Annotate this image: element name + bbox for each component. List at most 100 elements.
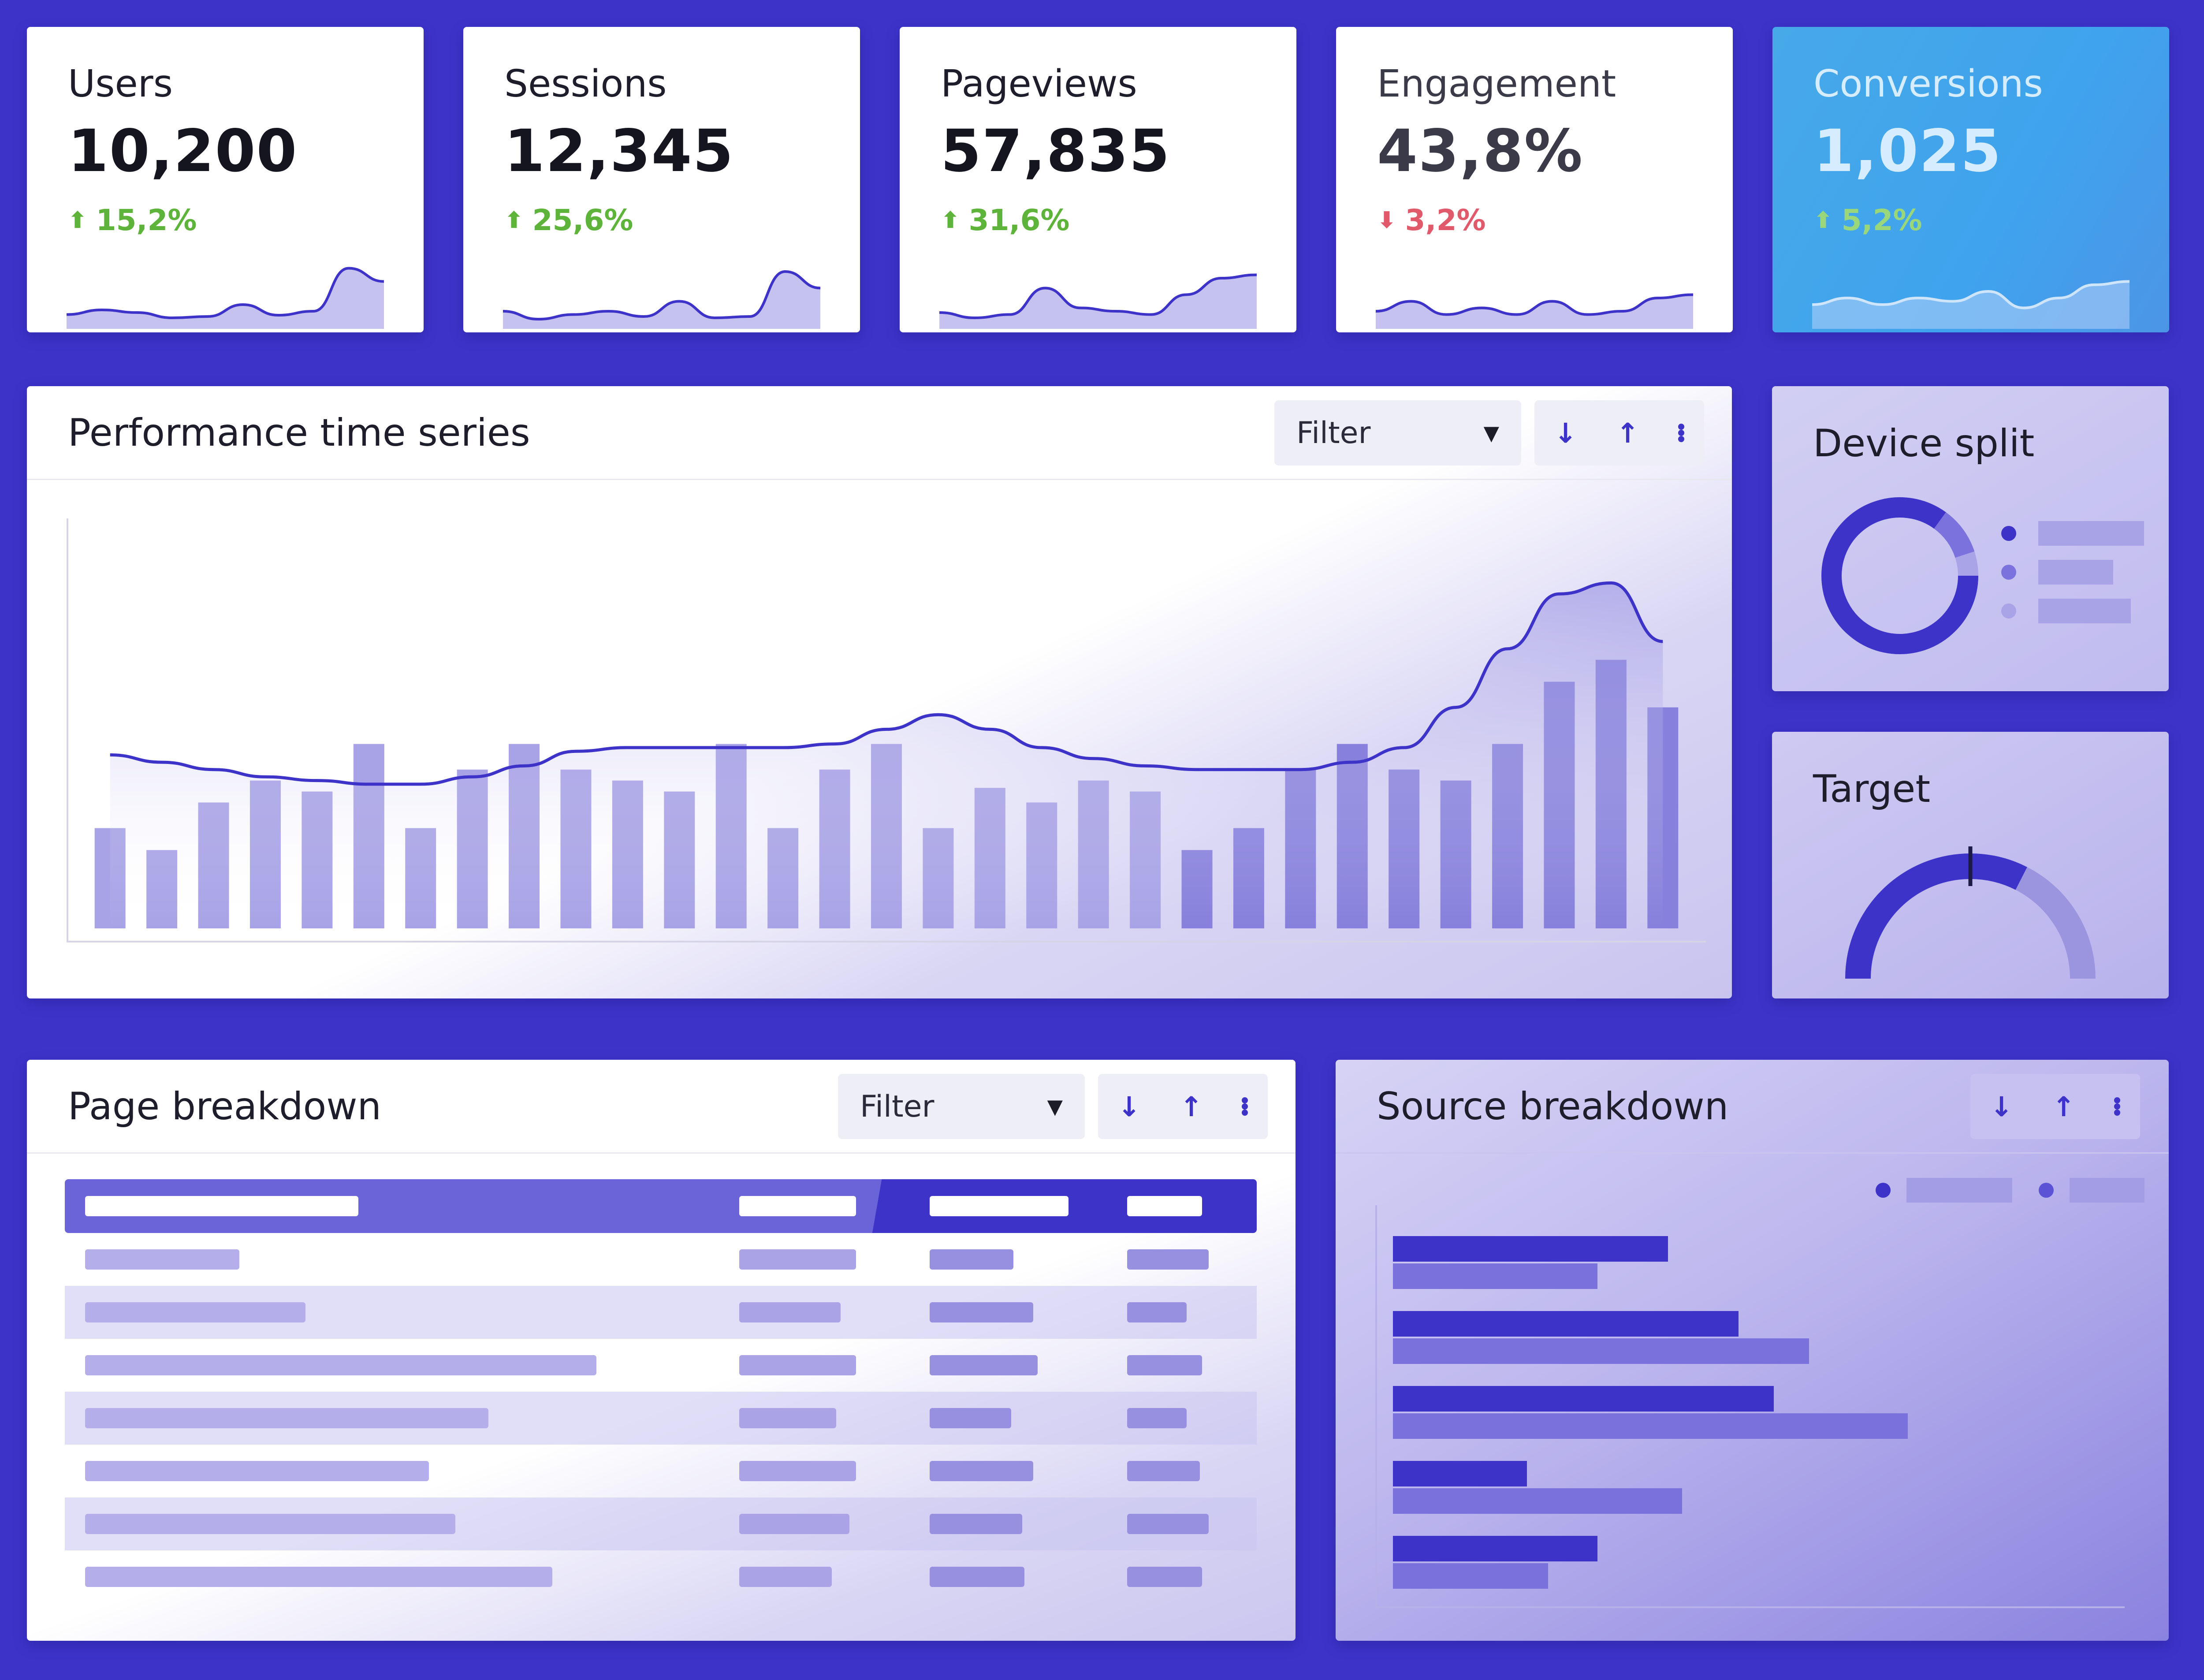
caret-down-icon: ▼ xyxy=(1047,1095,1063,1118)
legend-placeholder xyxy=(2038,560,2113,585)
kpi-sparkline xyxy=(1376,293,1693,329)
performance-chart xyxy=(67,518,1706,942)
legend-dot xyxy=(2001,526,2016,541)
table-cell-placeholder xyxy=(739,1302,841,1322)
kpi-card-users: Users 10,200 ⬆ 15,2% xyxy=(27,27,424,332)
page-breakdown-divider xyxy=(27,1152,1296,1154)
table-row[interactable] xyxy=(65,1392,1257,1445)
sparkline-line xyxy=(939,273,1257,320)
source-bar-primary xyxy=(1393,1461,1527,1486)
kpi-delta: ⬆ 15,2% xyxy=(68,203,197,237)
table-header-placeholder xyxy=(739,1196,856,1216)
kpi-sparkline xyxy=(939,273,1257,329)
performance-area xyxy=(110,583,1663,928)
donut-slice xyxy=(1821,497,1978,654)
legend-dot xyxy=(2001,565,2016,580)
kpi-label: Pageviews xyxy=(941,62,1137,106)
source-bar-primary xyxy=(1393,1386,1774,1412)
table-cell-placeholder xyxy=(930,1514,1022,1534)
kpi-label: Conversions xyxy=(1813,62,2043,106)
kpi-delta-value: 5,2% xyxy=(1841,203,1922,237)
source-breakdown-divider xyxy=(1336,1152,2169,1154)
legend-item xyxy=(2001,514,2144,553)
table-row[interactable] xyxy=(65,1339,1257,1392)
kpi-label: Engagement xyxy=(1377,62,1616,106)
table-cell-placeholder xyxy=(1127,1302,1187,1322)
performance-filter-select[interactable]: Filter ▼ xyxy=(1274,400,1521,466)
table-cell-placeholder xyxy=(1127,1461,1200,1481)
performance-line xyxy=(110,581,1663,786)
device-split-title: Device split xyxy=(1813,421,2035,466)
source-bar-primary xyxy=(1393,1236,1668,1262)
arrow-up-icon[interactable]: ↑ xyxy=(2052,1090,2075,1123)
kpi-value: 10,200 xyxy=(68,117,298,185)
arrow-down-icon[interactable]: ↓ xyxy=(1554,417,1577,449)
sparkline-area xyxy=(1812,281,2130,329)
table-cell-placeholder xyxy=(930,1567,1024,1587)
source-bar-secondary xyxy=(1393,1488,1682,1514)
table-row[interactable] xyxy=(65,1286,1257,1339)
kpi-value: 57,835 xyxy=(941,117,1171,185)
source-bar-secondary xyxy=(1393,1263,1597,1289)
more-vertical-icon[interactable] xyxy=(1242,1097,1248,1116)
table-row[interactable] xyxy=(65,1233,1257,1286)
source-bar-secondary xyxy=(1393,1563,1548,1589)
table-cell-placeholder xyxy=(1127,1408,1187,1428)
source-breakdown-controls: ↓ ↑ xyxy=(1970,1074,2140,1139)
kpi-card-sessions: Sessions 12,345 ⬆ 25,6% xyxy=(463,27,860,332)
table-cell-placeholder xyxy=(1127,1355,1202,1375)
table-cell-placeholder xyxy=(85,1567,552,1587)
more-vertical-icon[interactable] xyxy=(1678,424,1685,442)
table-cell-placeholder xyxy=(930,1302,1033,1322)
kpi-value: 1,025 xyxy=(1813,117,2002,185)
more-vertical-icon[interactable] xyxy=(2114,1097,2121,1116)
table-cell-placeholder xyxy=(930,1461,1033,1481)
caret-down-icon: ▼ xyxy=(1483,421,1499,445)
legend-item xyxy=(2001,592,2144,630)
kpi-delta: ⬆ 31,6% xyxy=(941,203,1070,237)
arrow-down-icon[interactable]: ↓ xyxy=(1990,1090,2013,1123)
legend-placeholder xyxy=(2070,1178,2144,1203)
arrow-up-icon[interactable]: ↑ xyxy=(1180,1090,1203,1123)
table-cell-placeholder xyxy=(739,1461,856,1481)
sparkline-line xyxy=(67,267,384,320)
performance-divider xyxy=(27,479,1732,480)
table-header-placeholder xyxy=(85,1196,358,1216)
gauge-value-arc xyxy=(1845,853,2027,979)
kpi-delta: ⬆ 5,2% xyxy=(1813,203,1922,237)
donut-slice xyxy=(1955,551,1978,576)
performance-title: Performance time series xyxy=(68,411,530,455)
arrow-down-icon[interactable]: ↓ xyxy=(1117,1090,1141,1123)
kpi-delta: ⬇ 3,2% xyxy=(1377,203,1486,237)
table-cell-placeholder xyxy=(1127,1249,1209,1270)
table-cell-placeholder xyxy=(739,1408,836,1428)
performance-controls: ↓ ↑ xyxy=(1534,400,1704,466)
kpi-delta: ⬆ 25,6% xyxy=(504,203,633,237)
kpi-delta-value: 25,6% xyxy=(532,203,633,237)
kpi-card-pageviews: Pageviews 57,835 ⬆ 31,6% xyxy=(900,27,1296,332)
target-panel: Target xyxy=(1772,732,2169,998)
table-cell-placeholder xyxy=(1127,1567,1202,1587)
table-row[interactable] xyxy=(65,1445,1257,1497)
table-cell-placeholder xyxy=(85,1514,455,1534)
trend-down-icon: ⬇ xyxy=(1377,207,1396,234)
kpi-delta-value: 31,6% xyxy=(968,203,1070,237)
arrow-up-icon[interactable]: ↑ xyxy=(1616,417,1639,449)
legend-placeholder xyxy=(2038,599,2131,623)
table-row[interactable] xyxy=(65,1497,1257,1550)
trend-up-icon: ⬆ xyxy=(941,207,960,234)
table-cell-placeholder xyxy=(85,1355,596,1375)
kpi-value: 43,8% xyxy=(1377,117,1583,185)
source-bar-secondary xyxy=(1393,1413,1908,1439)
kpi-delta-value: 3,2% xyxy=(1405,203,1486,237)
table-cell-placeholder xyxy=(85,1302,305,1322)
sparkline-line xyxy=(1812,280,2130,309)
device-split-donut xyxy=(1821,497,1978,654)
table-cell-placeholder xyxy=(85,1249,239,1270)
table-cell-placeholder xyxy=(930,1355,1038,1375)
page-breakdown-panel: Page breakdown Filter ▼ ↓ ↑ xyxy=(27,1060,1296,1641)
table-cell-placeholder xyxy=(739,1249,856,1270)
kpi-value: 12,345 xyxy=(504,117,734,185)
table-row[interactable] xyxy=(65,1550,1257,1603)
page-breakdown-filter-select[interactable]: Filter ▼ xyxy=(838,1074,1085,1139)
